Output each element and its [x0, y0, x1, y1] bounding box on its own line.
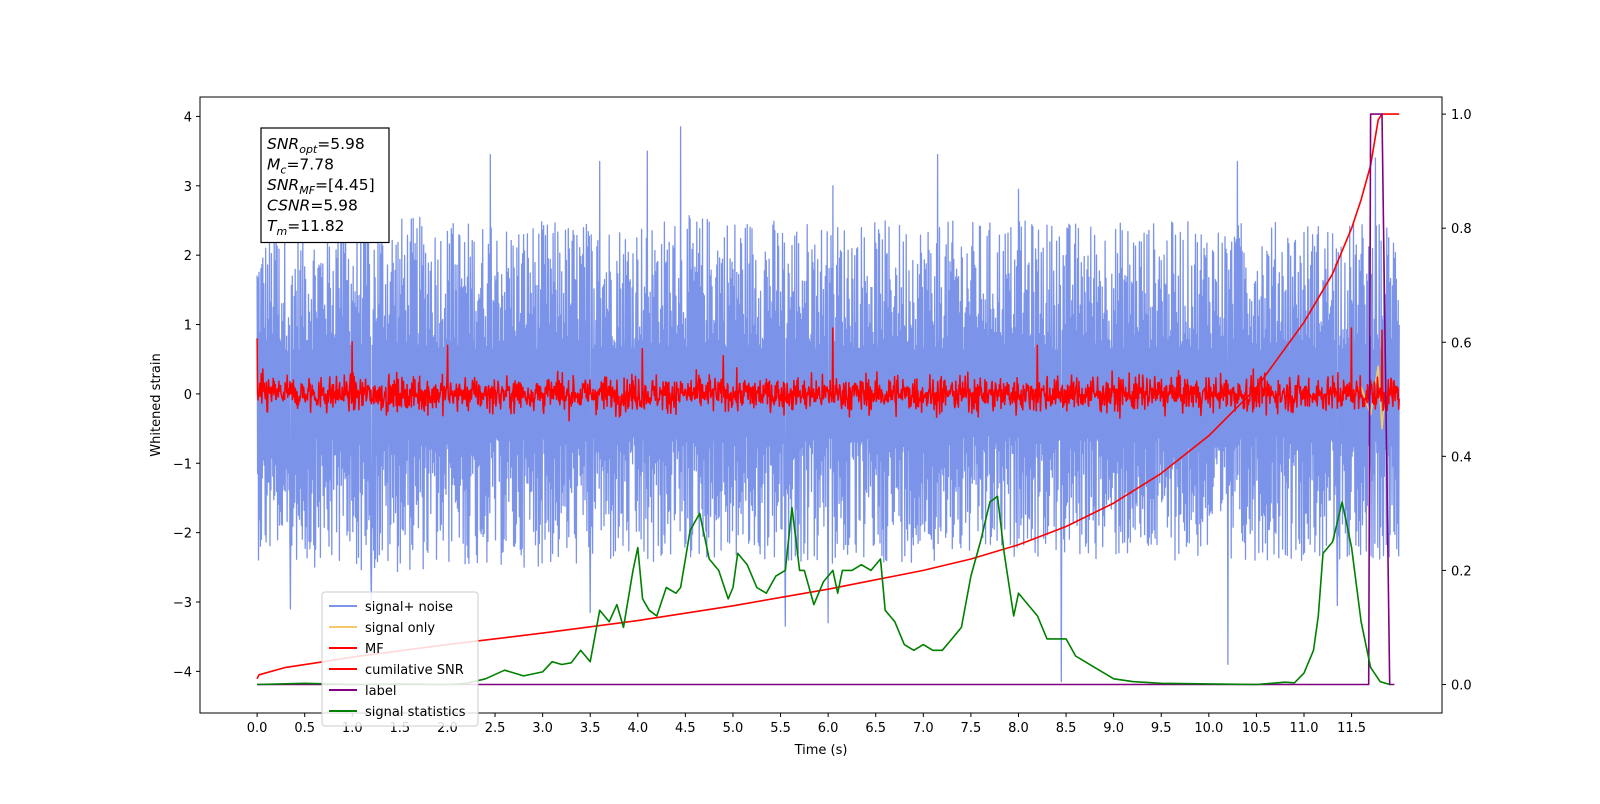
legend-frame [321, 591, 479, 727]
y-tick-label: −4 [173, 665, 192, 680]
y-tick-label: 3 [184, 180, 192, 195]
x-tick-label: 3.5 [580, 721, 601, 736]
legend-label: signal+ noise [365, 600, 453, 615]
x-tick-label: 7.0 [913, 721, 934, 736]
legend-label: label [365, 684, 396, 699]
info-line: Mc=7.78 [267, 156, 334, 177]
y2-tick-label: 0.8 [1451, 222, 1472, 237]
x-tick-label: 9.5 [1151, 721, 1172, 736]
y-tick-label: −1 [173, 457, 192, 472]
x-tick-label: 6.0 [818, 721, 839, 736]
x-tick-label: 8.5 [1056, 721, 1077, 736]
x-tick-label: 11.5 [1337, 721, 1366, 736]
y2-tick-label: 0.2 [1451, 564, 1472, 579]
x-tick-label: 5.5 [770, 721, 791, 736]
legend-label: MF [365, 642, 384, 657]
legend-label: cumilative SNR [365, 663, 464, 678]
info-line: SNRopt=5.98 [267, 135, 365, 156]
info-line: SNRMF=[4.45] [267, 176, 375, 197]
info-line: CSNR=5.98 [267, 197, 358, 215]
y-axis-label: Whitened strain [149, 353, 164, 456]
x-tick-label: 9.0 [1103, 721, 1124, 736]
x-tick-label: 2.5 [485, 721, 506, 736]
x-tick-label: 8.0 [1008, 721, 1029, 736]
x-tick-label: 0.5 [294, 721, 315, 736]
y-tick-label: 0 [184, 388, 192, 403]
x-tick-label: 10.0 [1194, 721, 1223, 736]
y2-tick-label: 0.6 [1451, 336, 1472, 351]
info-line: Tm=11.82 [267, 217, 345, 238]
y2-tick-label: 1.0 [1451, 108, 1472, 123]
legend-label: signal only [365, 621, 435, 636]
x-tick-label: 4.0 [627, 721, 648, 736]
axes-layer: 0.0 0.5 1.0 1.5 2.0 2.5 3.0 3.5 4.0 4.5 5.0 5.5 6.0 6… [173, 108, 1472, 736]
x-tick-label: 0.0 [247, 721, 268, 736]
x-tick-label: 4.5 [675, 721, 696, 736]
series-line-signal-noise [256, 126, 1400, 683]
plot-frame [199, 96, 1443, 714]
y-tick-label: 4 [184, 110, 192, 125]
x-tick-label: 7.5 [961, 721, 982, 736]
legend-label: signal statistics [365, 705, 466, 720]
x-tick-label: 11.0 [1290, 721, 1319, 736]
x-tick-label: 3.0 [532, 721, 553, 736]
legend: signal+ noise signal only MF cumilative SNR… [321, 591, 479, 727]
series-line-signal-statistics [257, 495, 1390, 686]
y2-tick-label: 0.4 [1451, 450, 1472, 465]
y-tick-label: 2 [184, 249, 192, 264]
y-tick-label: −2 [173, 527, 192, 542]
series-line-mf [256, 327, 1400, 422]
x-tick-label: 10.5 [1242, 721, 1271, 736]
y-tick-label: 1 [184, 319, 192, 334]
y-tick-label: −3 [173, 596, 192, 611]
x-tick-label: 6.5 [865, 721, 886, 736]
info-box-frame [260, 127, 390, 244]
y2-tick-label: 0.0 [1451, 678, 1472, 693]
x-axis-label: Time (s) [794, 743, 848, 758]
x-tick-label: 5.0 [723, 721, 744, 736]
